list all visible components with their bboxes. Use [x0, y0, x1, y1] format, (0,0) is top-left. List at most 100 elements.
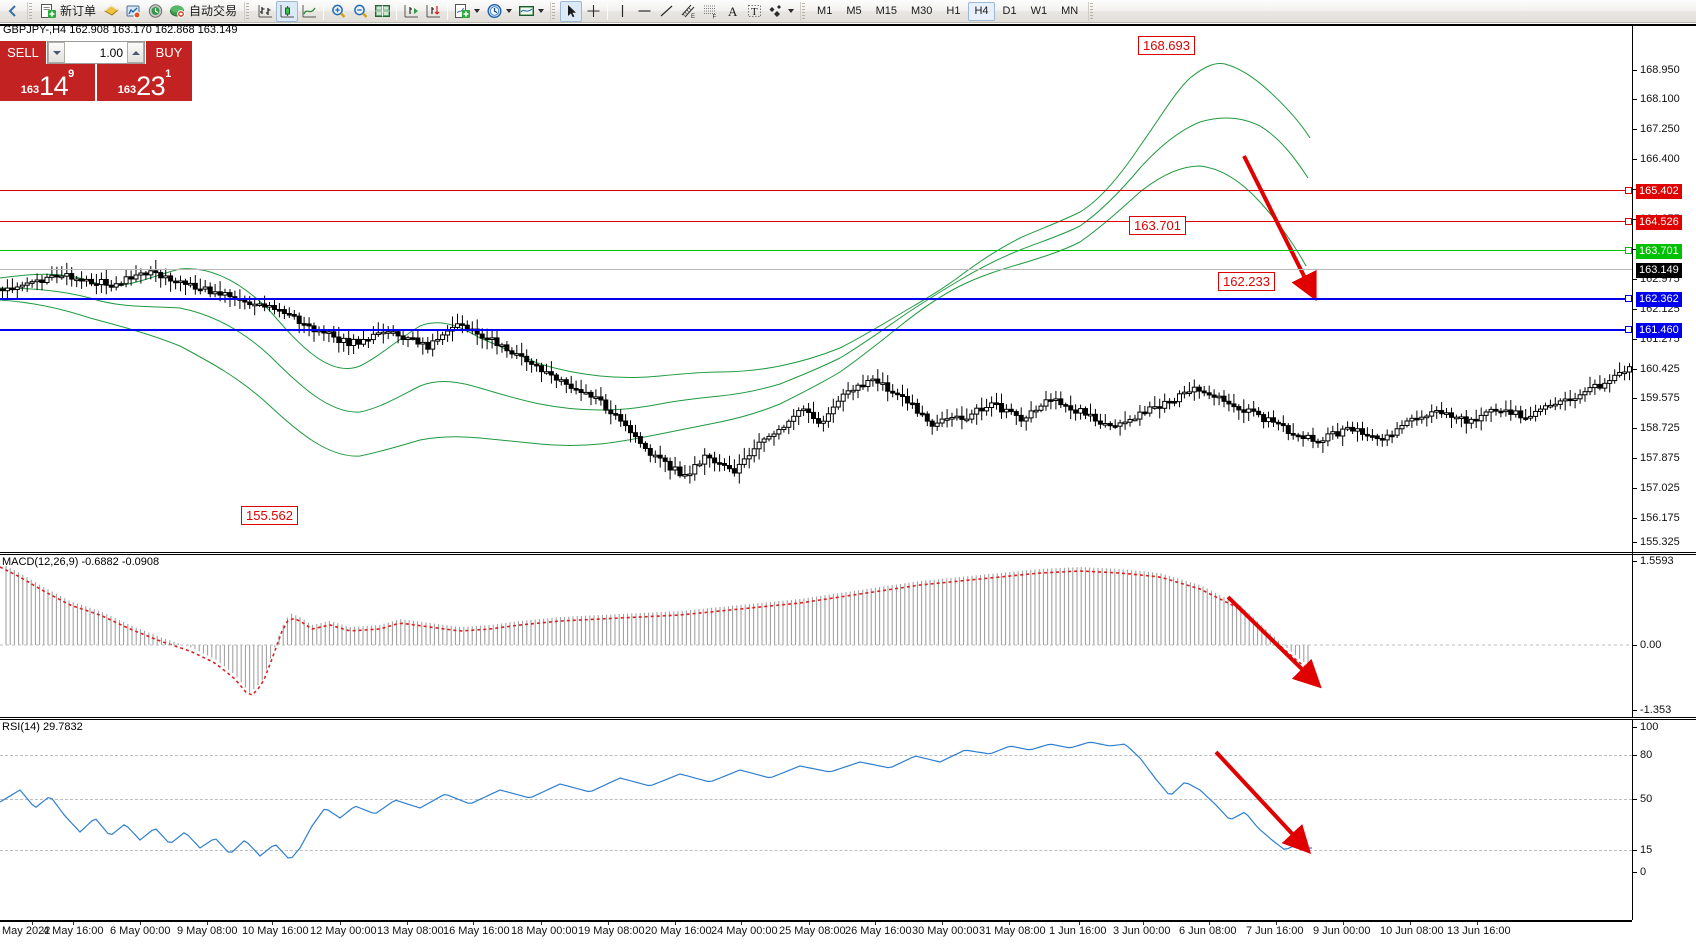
text-label-icon[interactable]: T [743, 1, 765, 22]
volume-decrement-button[interactable] [48, 42, 65, 63]
price-line-handle-164526[interactable] [1625, 218, 1632, 225]
time-axis-label: 6 Jun 08:00 [1179, 925, 1237, 937]
volume-value[interactable]: 1.00 [65, 42, 127, 63]
price-tag-161460[interactable]: 161.460 [1636, 323, 1682, 338]
new-order-label[interactable]: 新订单 [60, 3, 97, 18]
price-scale-label: 166.400 [1640, 153, 1680, 165]
horizontal-line-icon[interactable] [633, 1, 655, 22]
svg-text:A: A [728, 4, 738, 19]
rsi-pane-inner[interactable]: RSI(14) 29.7832 [0, 720, 1696, 920]
period-dropdown-icon[interactable] [506, 9, 513, 13]
autotrading-label[interactable]: 自动交易 [189, 3, 238, 18]
price-tag-165402[interactable]: 165.402 [1636, 184, 1682, 199]
chart-shift-icon[interactable] [422, 1, 444, 22]
trendline-icon[interactable] [655, 1, 677, 22]
buy-button[interactable]: BUY [146, 41, 192, 64]
price-line-163701[interactable] [0, 250, 1632, 251]
timeframe-d1[interactable]: D1 [1002, 5, 1017, 17]
price-line-handle-161460[interactable] [1625, 326, 1632, 333]
macd-pane[interactable]: MACD(12,26,9) -0.6882 -0.0908 1.5593 0.00… [0, 555, 1696, 717]
volume-increment-button[interactable] [127, 42, 144, 63]
time-axis[interactable]: May 2022 4 May 16:00 6 May 00:00 9 May 08:0… [0, 922, 1696, 942]
price-line-164526[interactable] [0, 221, 1632, 222]
volume-field[interactable]: 1.00 [47, 41, 145, 64]
timeframe-m15[interactable]: M15 [875, 5, 897, 17]
autotrading-icon[interactable] [166, 1, 188, 22]
buy-price-display[interactable]: 163 23 1 [97, 64, 192, 101]
timeframe-mn[interactable]: MN [1061, 5, 1079, 17]
timeframe-m30[interactable]: M30 [911, 5, 933, 17]
rsi-scale-tick [1633, 799, 1637, 800]
chart-container[interactable]: 168.693 163.701 162.233 155.562 168.950 1… [0, 24, 1696, 944]
vps-icon[interactable] [144, 1, 166, 22]
crosshair-icon[interactable] [582, 1, 604, 22]
back-arrow-icon[interactable] [2, 1, 24, 22]
toolbar-grip-2[interactable] [244, 1, 252, 21]
data-window-icon[interactable] [371, 1, 393, 22]
timeframe-w1[interactable]: W1 [1030, 5, 1048, 17]
time-axis-label: 16 May 16:00 [443, 925, 510, 937]
fibonacci-icon[interactable]: F [699, 1, 721, 22]
timeframe-m1[interactable]: M1 [817, 5, 833, 17]
toolbar-grip-3[interactable] [550, 1, 558, 21]
candlestick-chart-icon[interactable] [276, 0, 299, 22]
toolbar-grip-5[interactable] [1088, 1, 1096, 21]
annotation-168693[interactable]: 168.693 [1138, 36, 1195, 55]
time-axis-tick [73, 922, 74, 925]
zoom-in-icon[interactable] [327, 1, 349, 22]
vertical-line-icon[interactable] [611, 1, 633, 22]
price-line-handle-165402[interactable] [1625, 187, 1632, 194]
rsi-scale-label: 0 [1640, 866, 1647, 878]
toolbar-grip-4[interactable] [800, 1, 808, 21]
time-axis-tick [942, 922, 943, 925]
price-scale-tick [1633, 398, 1637, 399]
line-chart-icon[interactable] [298, 1, 320, 22]
time-axis-tick [1343, 922, 1344, 925]
price-tag-163701[interactable]: 163.701 [1636, 244, 1682, 259]
price-line-161460[interactable] [0, 329, 1632, 331]
price-line-handle-162362[interactable] [1625, 295, 1632, 302]
add-indicator-dropdown-icon[interactable] [474, 9, 481, 13]
price-scale-tick [1633, 129, 1637, 130]
one-click-trading-panel[interactable]: SELL 1.00 BUY 163 14 9 163 23 1 [0, 41, 192, 101]
price-line-165402[interactable] [0, 190, 1632, 191]
add-indicator-icon[interactable] [451, 1, 473, 22]
price-pane-inner[interactable]: 168.693 163.701 162.233 155.562 [0, 26, 1696, 552]
time-axis-tick [809, 922, 810, 925]
equidistant-channel-icon[interactable]: E [677, 1, 699, 22]
auto-scroll-icon[interactable] [400, 1, 422, 22]
price-pane[interactable]: 168.693 163.701 162.233 155.562 168.950 1… [0, 24, 1696, 554]
metaeditor-icon[interactable] [100, 1, 122, 22]
time-axis-label: 9 Jun 00:00 [1313, 925, 1371, 937]
text-icon[interactable]: A [721, 1, 743, 22]
arrows-icon[interactable] [765, 1, 787, 22]
rsi-scale-label: 15 [1640, 844, 1653, 856]
arrows-dropdown-icon[interactable] [788, 9, 795, 13]
annotation-162233[interactable]: 162.233 [1218, 272, 1275, 291]
sell-button[interactable]: SELL [0, 41, 46, 64]
timeframe-h4[interactable]: H4 [968, 1, 995, 21]
price-line-162362[interactable] [0, 298, 1632, 300]
template-icon[interactable] [515, 1, 537, 22]
period-clock-icon[interactable] [483, 1, 505, 22]
pane-separator-1[interactable] [0, 552, 1696, 555]
timeframe-h1[interactable]: H1 [946, 5, 961, 17]
sell-price-display[interactable]: 163 14 9 [0, 64, 95, 101]
rsi-pane[interactable]: RSI(14) 29.7832 100 80 50 15 0 [0, 720, 1696, 920]
price-line-handle-163701[interactable] [1625, 247, 1632, 254]
new-order-icon[interactable] [37, 1, 59, 22]
bar-chart-icon[interactable] [254, 1, 276, 22]
toolbar-grip[interactable] [27, 1, 34, 21]
macd-pane-inner[interactable]: MACD(12,26,9) -0.6882 -0.0908 [0, 555, 1696, 717]
pane-separator-2[interactable] [0, 717, 1696, 720]
annotation-163701[interactable]: 163.701 [1129, 216, 1186, 235]
time-axis-tick [1209, 922, 1210, 925]
zoom-out-icon[interactable] [349, 1, 371, 22]
signals-icon[interactable] [122, 1, 144, 22]
price-tag-164526[interactable]: 164.526 [1636, 215, 1682, 230]
price-tag-162362[interactable]: 162.362 [1636, 292, 1682, 307]
annotation-155562[interactable]: 155.562 [241, 506, 298, 525]
template-dropdown-icon[interactable] [538, 9, 545, 13]
timeframe-m5[interactable]: M5 [846, 5, 862, 17]
cursor-icon[interactable] [560, 0, 583, 22]
